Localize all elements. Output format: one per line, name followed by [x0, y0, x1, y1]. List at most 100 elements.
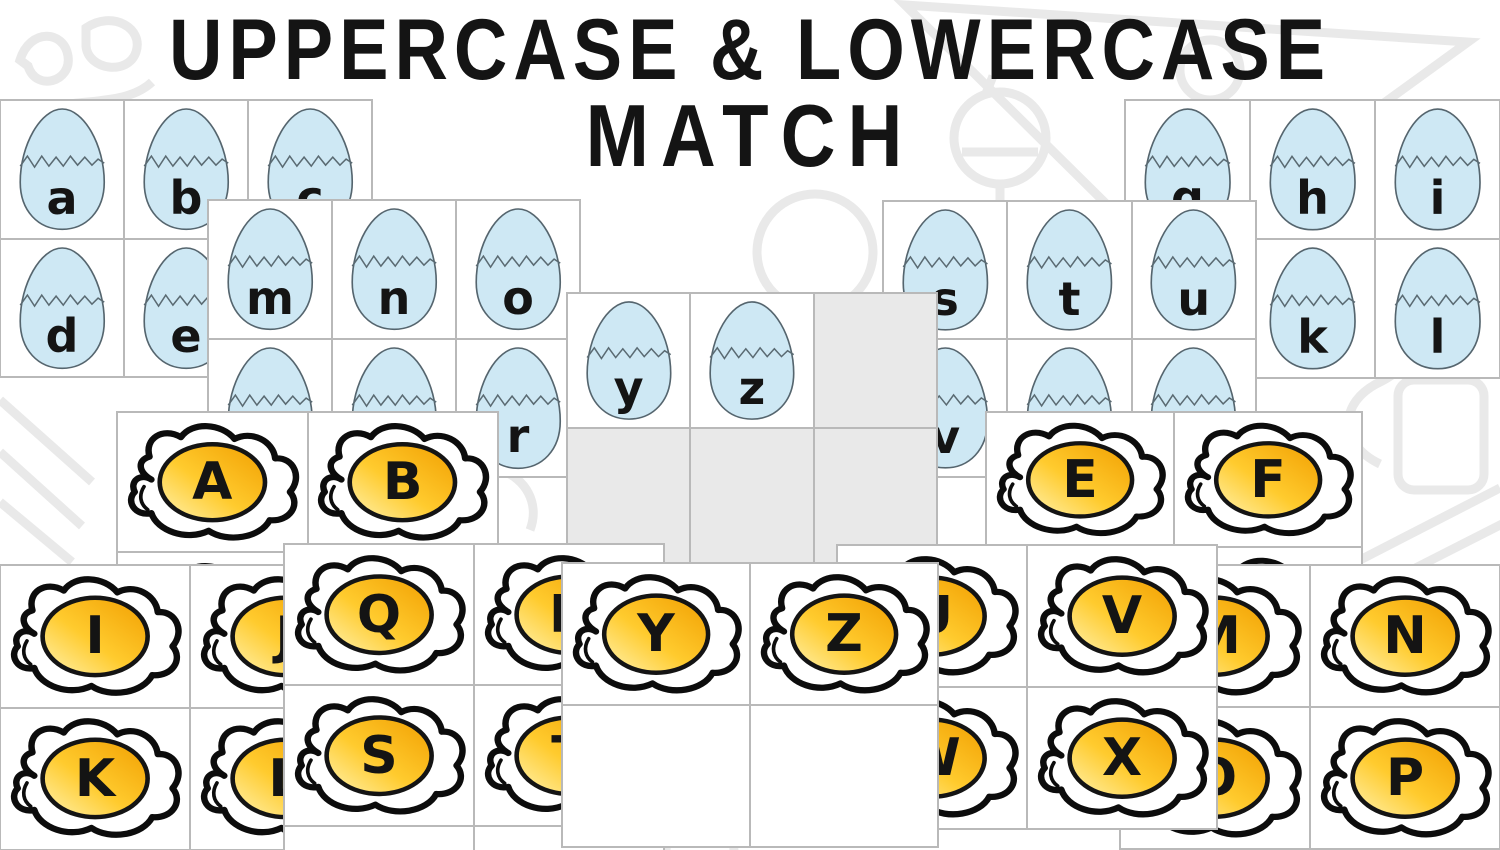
uppercase-fried-egg-card-F[interactable]: F	[1174, 412, 1362, 547]
lowercase-egg-card-k[interactable]: k	[1250, 239, 1375, 378]
egg-shell-icon	[143, 108, 229, 231]
card-letter: B	[382, 452, 423, 512]
card-letter: A	[192, 452, 233, 512]
lowercase-egg-card-m[interactable]: m	[208, 200, 332, 339]
card-letter: m	[246, 270, 294, 325]
uppercase-fried-egg-card-I[interactable]: I	[0, 565, 190, 708]
fried-egg-icon	[294, 554, 466, 674]
card-letter: K	[74, 748, 116, 809]
egg-shell-icon	[709, 301, 795, 420]
card-letter: Z	[825, 604, 863, 664]
card-letter: P	[1385, 748, 1425, 808]
fried-egg-icon	[996, 422, 1166, 536]
empty-card-cell	[690, 428, 814, 563]
uppercase-fried-egg-card-E[interactable]: E	[986, 412, 1174, 547]
card-letter: h	[1296, 171, 1329, 226]
egg-shell-icon	[1269, 108, 1356, 231]
card-letter: X	[1101, 728, 1143, 788]
uppercase-fried-egg-card-X[interactable]: X	[1027, 687, 1217, 829]
card-letter: n	[377, 270, 411, 325]
fried-egg-icon	[294, 695, 466, 815]
lowercase-egg-card-d[interactable]: d	[0, 238, 124, 377]
card-letter: e	[170, 309, 202, 364]
card-letter: Y	[637, 604, 675, 664]
lowercase-egg-card-u[interactable]: u	[1131, 201, 1256, 339]
card-letter: i	[1429, 171, 1446, 226]
uppercase-fried-egg-card-Q[interactable]: Q	[284, 544, 474, 685]
fried-egg-icon	[127, 422, 299, 541]
fried-egg-icon	[760, 573, 930, 694]
uppercase-fried-egg-card-B[interactable]: B	[307, 412, 498, 552]
card-letter: a	[46, 170, 78, 225]
card-letter: Q	[356, 584, 402, 645]
uppercase-fried-egg-card-N[interactable]: N	[1310, 565, 1500, 707]
fried-egg-icon	[10, 575, 182, 696]
egg-shell-icon	[19, 108, 105, 231]
card-letter: b	[169, 170, 203, 225]
lowercase-egg-card-z[interactable]: z	[690, 293, 814, 428]
egg-shell-icon	[1394, 108, 1481, 231]
page-panel-eggs-stuvwx: stuvwx	[883, 201, 1256, 477]
card-letter: d	[45, 309, 79, 364]
lowercase-egg-card-y[interactable]: y	[567, 293, 691, 428]
lowercase-egg-card-h[interactable]: h	[1250, 100, 1375, 239]
uppercase-fried-egg-card-Y[interactable]: Y	[562, 563, 750, 705]
uppercase-fried-egg-card-S[interactable]: S	[284, 685, 474, 826]
egg-shell-icon	[1026, 209, 1113, 331]
empty-card-cell	[750, 705, 938, 847]
page-title: UPPERCASE & LOWERCASE MATCH	[0, 0, 1500, 183]
card-letter: o	[502, 270, 534, 325]
lowercase-egg-card-a[interactable]: a	[0, 100, 124, 239]
uppercase-fried-egg-card-A[interactable]: A	[117, 412, 308, 552]
fried-egg-icon	[1320, 575, 1492, 696]
egg-shell-icon	[1150, 209, 1237, 331]
card-letter: I	[85, 606, 105, 667]
card-letter: l	[1429, 310, 1446, 365]
empty-card-cell	[813, 293, 937, 428]
card-letter: N	[1383, 606, 1427, 666]
fried-egg-icon	[1184, 422, 1354, 536]
egg-shell-icon	[586, 301, 672, 420]
lowercase-egg-card-l[interactable]: l	[1375, 239, 1500, 378]
lowercase-egg-card-t[interactable]: t	[1007, 201, 1132, 339]
uppercase-fried-egg-card-K[interactable]: K	[0, 707, 190, 850]
card-letter: y	[613, 361, 644, 416]
card-letter: z	[738, 361, 766, 416]
fried-egg-icon	[1037, 555, 1209, 676]
egg-shell-icon	[1394, 247, 1481, 370]
card-letter: k	[1297, 310, 1328, 365]
fried-egg-icon	[572, 573, 742, 694]
fried-egg-icon	[318, 422, 490, 541]
uppercase-fried-egg-card-P[interactable]: P	[1310, 707, 1500, 849]
lowercase-egg-card-o[interactable]: o	[456, 200, 580, 339]
empty-card-cell	[562, 705, 750, 847]
title-line-1: UPPERCASE & LOWERCASE	[168, 1, 1332, 98]
egg-shell-icon	[351, 208, 437, 331]
egg-shell-icon	[1144, 108, 1231, 231]
empty-card-cell	[284, 826, 474, 850]
card-letter: r	[506, 409, 530, 464]
egg-shell-icon	[1269, 247, 1356, 370]
card-letter: V	[1101, 586, 1143, 646]
egg-shell-icon	[227, 208, 313, 331]
lowercase-egg-card-e[interactable]: e	[124, 238, 248, 377]
empty-card-cell	[813, 428, 937, 563]
lowercase-egg-card-n[interactable]: n	[332, 200, 456, 339]
card-letter: u	[1177, 271, 1211, 326]
egg-shell-icon	[267, 108, 353, 231]
lowercase-egg-card-s[interactable]: s	[883, 201, 1008, 339]
lowercase-egg-card-i[interactable]: i	[1375, 100, 1500, 239]
egg-shell-icon	[475, 208, 561, 331]
fried-egg-icon	[10, 718, 182, 839]
egg-shell-icon	[19, 246, 105, 369]
title-line-2: MATCH	[585, 87, 915, 186]
uppercase-fried-egg-card-V[interactable]: V	[1027, 545, 1217, 687]
fried-egg-icon	[1320, 717, 1492, 838]
fried-egg-icon	[1037, 697, 1209, 818]
card-letter: t	[1058, 271, 1081, 326]
card-letter: E	[1062, 449, 1098, 510]
uppercase-fried-egg-card-Z[interactable]: Z	[750, 563, 938, 705]
